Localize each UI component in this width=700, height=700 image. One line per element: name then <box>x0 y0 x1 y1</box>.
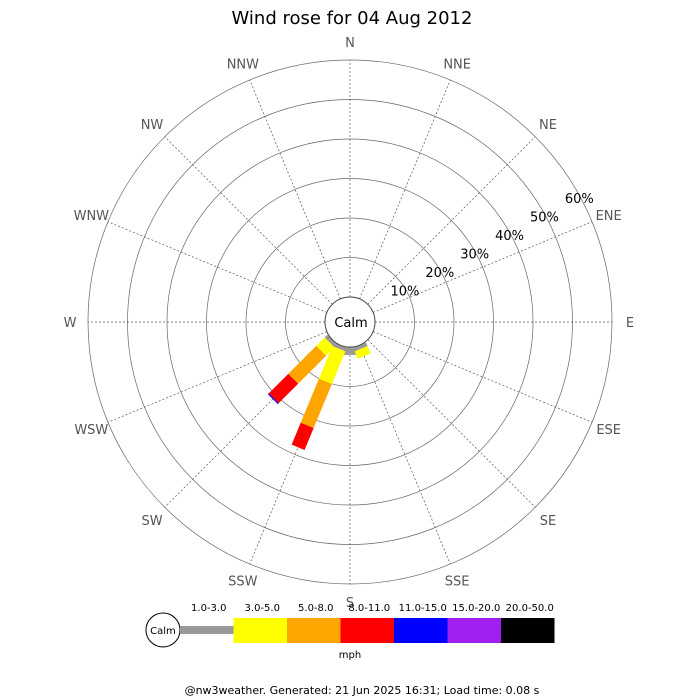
petal-ssw-bin-3 <box>300 378 332 429</box>
calm-label: Calm <box>334 316 367 331</box>
direction-label-w: W <box>64 316 77 331</box>
spoke-sw <box>164 339 333 508</box>
radial-tick-30: 30% <box>460 248 489 263</box>
spoke-nne <box>359 79 451 300</box>
direction-label-ese: ESE <box>596 423 621 438</box>
direction-label-sse: SSE <box>445 575 470 590</box>
radial-tick-labels: 10% 20% 30% 40% 50% 60% <box>390 192 593 300</box>
radial-tick-50: 50% <box>530 211 559 226</box>
petal-sse-bin-2 <box>354 346 371 359</box>
spoke-ne <box>367 136 536 305</box>
legend-label-4: 8.0-11.0 <box>348 603 390 614</box>
legend-swatch-3 <box>287 618 341 643</box>
direction-label-wnw: WNW <box>74 209 110 224</box>
grid-ring-1 <box>285 257 415 387</box>
legend-calm-label: Calm <box>150 626 176 637</box>
petal-ssw-bin-4 <box>291 422 314 450</box>
direction-label-ene: ENE <box>596 209 622 224</box>
direction-label-nne: NNE <box>443 57 471 72</box>
direction-label-wsw: WSW <box>74 423 108 438</box>
radial-tick-40: 40% <box>495 229 524 244</box>
legend-label-7: 20.0-50.0 <box>506 603 554 614</box>
legend-label-3: 5.0-8.0 <box>298 603 333 614</box>
legend-swatch-7 <box>501 618 555 643</box>
petal-sw-bin-5 <box>267 393 279 405</box>
radial-tick-20: 20% <box>425 266 454 281</box>
legend-label-2: 3.0-5.0 <box>245 603 280 614</box>
petal-sw-bin-3 <box>288 345 327 384</box>
spoke-ene <box>372 221 593 313</box>
calm-circle <box>324 296 376 348</box>
grid-ring-2 <box>245 217 455 427</box>
grid-ring-3 <box>206 178 494 466</box>
spoke-nw <box>164 136 333 305</box>
legend-label-1: 1.0-3.0 <box>191 603 226 614</box>
legend-swatch-4 <box>340 618 394 643</box>
spoke-ese <box>372 331 593 423</box>
spoke-sse <box>359 344 451 565</box>
petal-sw-bin-4 <box>268 373 299 404</box>
direction-label-ssw: SSW <box>228 575 258 590</box>
footer-text: @nw3weather. Generated: 21 Jun 2025 16:3… <box>185 684 540 697</box>
chart-title: Wind rose for 04 Aug 2012 <box>232 8 473 29</box>
spoke-ssw <box>249 344 341 565</box>
legend-swatch-6 <box>447 618 501 643</box>
petal-sw-bin-1 <box>324 334 338 348</box>
legend-speed-unit: mph <box>339 650 361 661</box>
direction-label-se: SE <box>540 514 556 529</box>
radial-tick-60: 60% <box>565 192 594 207</box>
petal-s-bin-1 <box>343 347 357 355</box>
rose-petals <box>267 334 371 450</box>
direction-label-nnw: NNW <box>227 57 259 72</box>
direction-label-sw: SW <box>141 514 162 529</box>
legend-swatch-2 <box>233 618 287 643</box>
direction-label-ne: NE <box>539 118 557 133</box>
petal-sse-bin-1 <box>353 342 368 352</box>
direction-label-nw: NW <box>141 118 164 133</box>
direction-labels: N NNE NE ENE E ESE SE SSE S SSW SW WSW W WNW NW NNW <box>64 36 635 611</box>
direction-label-n: N <box>345 36 355 51</box>
polar-grid <box>87 59 613 585</box>
direction-label-s: S <box>346 596 354 611</box>
legend-swatch-1 <box>180 626 234 634</box>
radial-tick-10: 10% <box>390 285 419 300</box>
direction-label-e: E <box>626 316 634 331</box>
spoke-se <box>367 339 536 508</box>
petal-sw-bin-2 <box>316 337 335 356</box>
legend-label-5: 11.0-15.0 <box>399 603 447 614</box>
spoke-nnw <box>249 79 341 300</box>
calm-circle-group: Calm <box>324 296 376 348</box>
spoke-wsw <box>107 331 328 423</box>
legend-swatch-5 <box>394 618 448 643</box>
spoke-wnw <box>107 221 328 313</box>
speed-legend: Calm mph 1.0-3.0 3.0-5.0 5.0-8.0 8.0-11.0 11… <box>145 603 555 661</box>
legend-label-6: 15.0-20.0 <box>452 603 500 614</box>
petal-ssw-bin-2 <box>318 346 346 385</box>
